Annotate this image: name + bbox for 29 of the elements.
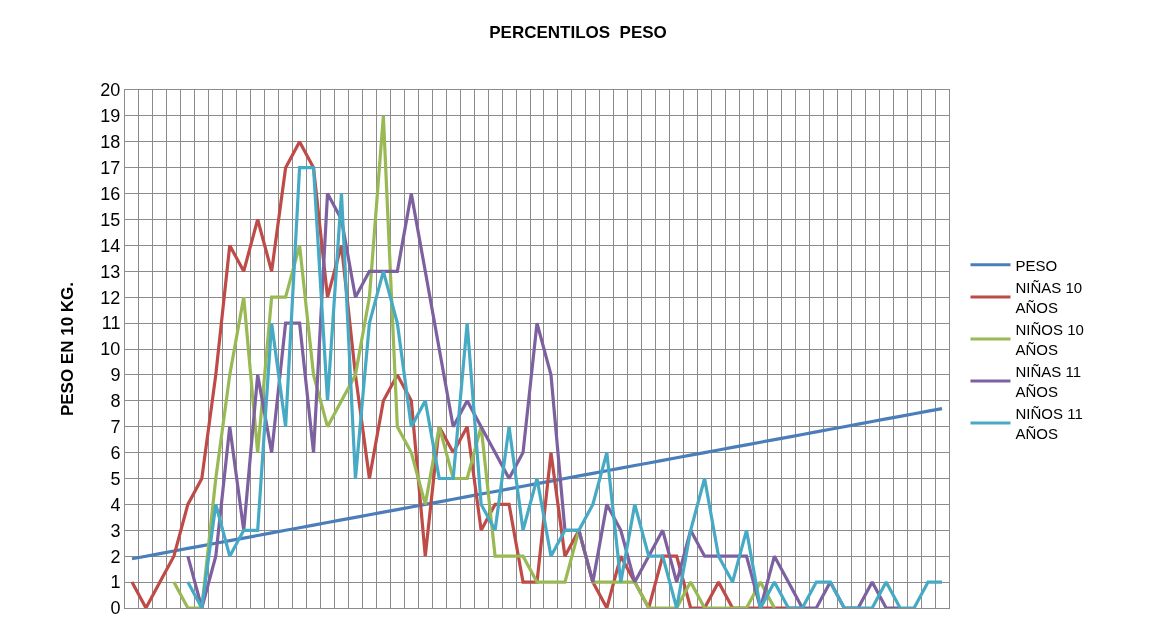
- y-tick-label: 11: [101, 313, 121, 334]
- y-axis-title: PESO EN 10 KG.: [57, 281, 77, 417]
- y-tick-label: 13: [100, 261, 121, 282]
- y-tick-label: 7: [110, 417, 121, 437]
- y-tick-label: 8: [110, 391, 121, 412]
- y-tick-label: 3: [110, 520, 121, 541]
- y-tick-label: 19: [100, 106, 121, 127]
- legend-label: NIÑAS 10 AÑOS: [1015, 279, 1083, 316]
- y-tick-label: 4: [110, 494, 121, 515]
- y-tick-label: 0: [110, 598, 121, 619]
- y-tick-label: 17: [100, 158, 121, 178]
- y-tick-label: 18: [100, 132, 121, 153]
- y-tick-label: 12: [100, 287, 121, 308]
- y-tick-label: 2: [110, 546, 121, 567]
- y-tick-label: 6: [110, 442, 121, 463]
- y-tick-label: 5: [110, 468, 121, 489]
- y-tick-label: 14: [100, 235, 121, 256]
- y-tick-label: 20: [100, 80, 121, 101]
- legend-label: NIÑAS 11 AÑOS: [1015, 363, 1082, 400]
- y-tick-label: 15: [100, 209, 121, 230]
- y-tick-label: 9: [110, 365, 121, 386]
- chart-title: PERCENTILOS PESO: [489, 22, 667, 42]
- line-series: [130, 406, 944, 561]
- legend-label: NIÑOS 11 AÑOS: [1015, 405, 1083, 442]
- y-tick-label: 10: [100, 339, 121, 360]
- y-tick-label: 1: [110, 572, 121, 593]
- y-tick-label: 16: [100, 183, 121, 204]
- legend-label: NIÑOS 10 AÑOS: [1015, 321, 1084, 358]
- legend-label: PESO: [1015, 256, 1058, 274]
